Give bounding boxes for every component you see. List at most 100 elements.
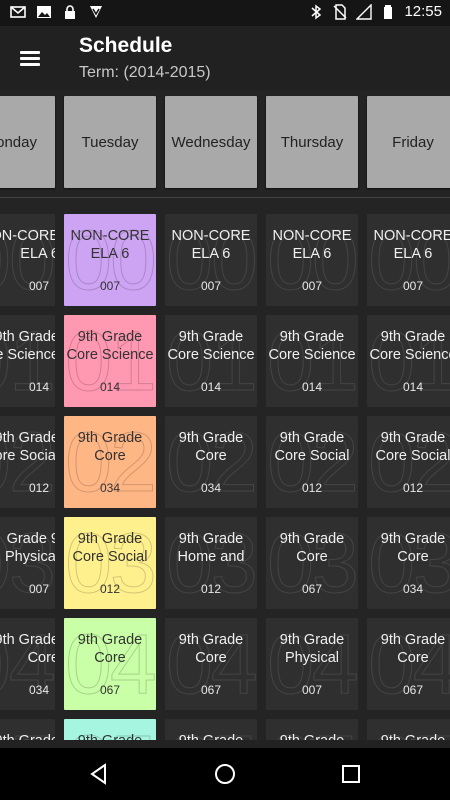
class-name: 9th Grade Core Social (375, 430, 450, 464)
class-name: 9th Grade Core Science (0, 329, 55, 363)
period-number: 01 (0, 315, 55, 407)
class-name: 9th Grade Core Science (369, 329, 450, 363)
class-cell[interactable]: 03 9th Grade Core Social 012 (64, 517, 156, 609)
period-number: 04 (368, 618, 450, 710)
schedule-grid[interactable]: MondayTuesdayWednesdayThursdayFriday 00N… (0, 90, 450, 740)
back-icon[interactable] (87, 762, 111, 786)
class-cell[interactable]: 03Grade 9 Physical 007 (0, 517, 55, 609)
class-cell[interactable]: 059th Grade (64, 719, 156, 740)
period-number: 01 (368, 315, 450, 407)
day-button-tuesday[interactable]: Tuesday (64, 96, 156, 188)
class-name: 9th Grade Core (380, 531, 446, 565)
class-name: 9th Grade Core Science (66, 329, 154, 363)
class-cell[interactable]: 03 9th Grade Core 034 (367, 517, 450, 609)
period-number: 02 (65, 416, 156, 508)
no-sim-icon (333, 3, 347, 20)
day-button-wednesday[interactable]: Wednesday (165, 96, 257, 188)
class-name: NON-CORE ELA 6 (0, 228, 55, 262)
room-number: 007 (402, 279, 424, 293)
status-clock: 12:55 (404, 3, 442, 20)
period-number: 01 (267, 315, 358, 407)
battery-icon (384, 4, 393, 19)
menu-icon[interactable] (14, 42, 46, 74)
class-name: NON-CORE ELA 6 (373, 228, 450, 262)
app-icon (90, 6, 102, 18)
class-name: 9th Grade Home and (177, 531, 245, 565)
period-number: 03 (166, 517, 257, 609)
status-bar: 12:55 (0, 0, 450, 26)
day-header-row: MondayTuesdayWednesdayThursdayFriday (0, 90, 450, 196)
class-name: 9th Grade Core (178, 632, 244, 666)
room-number: 067 (99, 683, 121, 697)
class-cell[interactable]: 059th Grade (165, 719, 257, 740)
period-number: 03 (267, 517, 358, 609)
class-name: NON-CORE ELA 6 (272, 228, 352, 262)
room-number: 007 (28, 582, 49, 596)
class-cell[interactable]: 04 9th Grade Physical 007 (266, 618, 358, 710)
class-cell[interactable]: 059th Grade (266, 719, 358, 740)
app-bar: Schedule Term: (2014-2015) (0, 26, 450, 90)
room-number: 014 (301, 380, 323, 394)
recents-icon[interactable] (339, 762, 363, 786)
class-cell[interactable]: 059th Grade (0, 719, 55, 740)
period-number: 00 (267, 214, 358, 306)
period-number: 02 (0, 416, 55, 508)
room-number: 014 (99, 380, 121, 394)
day-button-friday[interactable]: Friday (367, 96, 450, 188)
class-name: 9th Grade Core Social (0, 430, 55, 464)
class-name: 9th Grade Core Science (167, 329, 255, 363)
room-number: 007 (200, 279, 222, 293)
signal-icon (356, 3, 373, 20)
class-cell[interactable]: 04 9th Grade Core 067 (64, 618, 156, 710)
room-number: 034 (200, 481, 222, 495)
room-number: 007 (99, 279, 121, 293)
period-number: 00 (0, 214, 55, 306)
room-number: 067 (301, 582, 323, 596)
period-number: 05 (165, 719, 257, 740)
class-cell[interactable]: 02 9th Grade Core 034 (64, 416, 156, 508)
period-number: 04 (65, 618, 156, 710)
period-number: 01 (166, 315, 257, 407)
class-cell[interactable]: 04 9th Grade Core 067 (165, 618, 257, 710)
class-name: NON-CORE ELA 6 (171, 228, 251, 262)
room-number: 012 (99, 582, 121, 596)
class-name: 9th Grade Core (0, 632, 55, 666)
day-button-thursday[interactable]: Thursday (266, 96, 358, 188)
class-cell[interactable]: 03 9th Grade Home and 012 (165, 517, 257, 609)
room-number: 014 (200, 380, 222, 394)
lock-icon (65, 5, 75, 19)
class-cell[interactable]: 02 9th Grade Core 034 (165, 416, 257, 508)
room-number: 007 (301, 279, 323, 293)
period-number: 05 (367, 719, 450, 740)
photo-icon (37, 6, 51, 18)
home-icon[interactable] (213, 762, 237, 786)
class-name: 9th Grade (367, 732, 450, 740)
class-name: 9th Grade Core (178, 430, 244, 464)
class-cell[interactable]: 059th Grade (367, 719, 450, 740)
day-button-monday[interactable]: Monday (0, 96, 55, 188)
class-name: Grade 9 Physical (5, 531, 55, 565)
period-number: 02 (368, 416, 450, 508)
period-number: 03 (0, 517, 55, 609)
class-cell[interactable]: 04 9th Grade Core 067 (367, 618, 450, 710)
bluetooth-icon (311, 4, 322, 19)
room-number: 007 (301, 683, 323, 697)
header-divider (0, 197, 450, 198)
period-number: 03 (65, 517, 156, 609)
class-cell[interactable]: 03 9th Grade Core 067 (266, 517, 358, 609)
class-name: 9th Grade Core (77, 632, 143, 666)
